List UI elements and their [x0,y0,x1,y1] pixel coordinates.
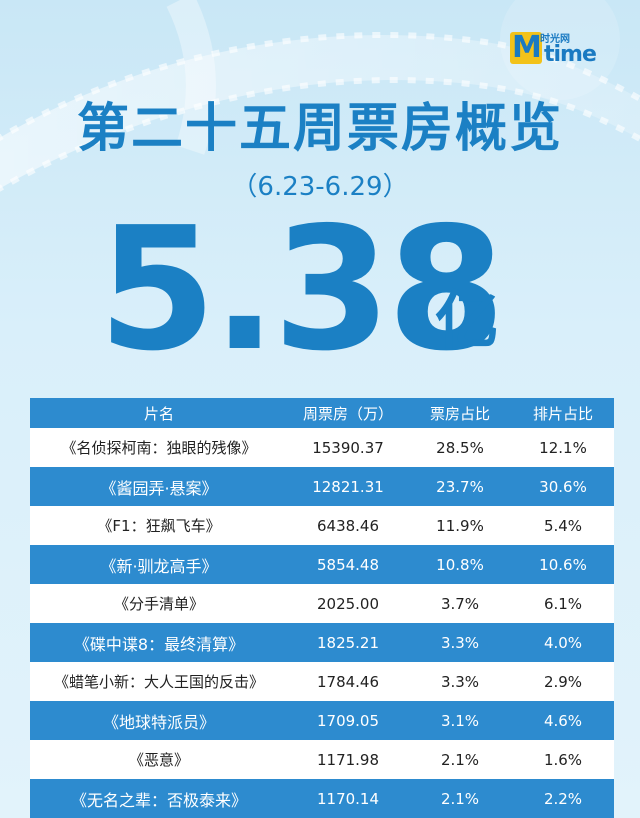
screening-share: 2.2% [512,779,614,818]
screening-share: 5.4% [512,506,614,545]
gross-share: 3.3% [408,662,512,701]
weekly-gross: 15390.37 [288,428,408,467]
gross-share: 3.7% [408,584,512,623]
total-box-office-value: 5.38 [98,191,505,389]
film-name: 《地球特派员》 [30,701,288,740]
weekly-gross: 1171.98 [288,740,408,779]
screening-share: 1.6% [512,740,614,779]
date-range: （6.23-6.29） [231,172,409,202]
total-box-office-unit: 亿 [435,285,499,359]
weekly-gross: 5854.48 [288,545,408,584]
table-row: 《名侦探柯南：独眼的残像》 15390.37 28.5% 12.1% [30,428,614,467]
header-film-name: 片名 [30,398,288,428]
weekly-gross: 1825.21 [288,623,408,662]
table-row: 《F1：狂飙飞车》 6438.46 11.9% 5.4% [30,506,614,545]
screening-share: 30.6% [512,467,614,506]
film-name: 《F1：狂飙飞车》 [30,506,288,545]
header-gross-share: 票房占比 [408,398,512,428]
header-screening-share: 排片占比 [512,398,614,428]
film-name: 《无名之辈：否极泰来》 [30,779,288,818]
weekly-gross: 2025.00 [288,584,408,623]
film-name: 《名侦探柯南：独眼的残像》 [30,428,288,467]
gross-share: 3.1% [408,701,512,740]
screening-share: 12.1% [512,428,614,467]
gross-share: 3.3% [408,623,512,662]
screening-share: 4.6% [512,701,614,740]
screening-share: 4.0% [512,623,614,662]
logo-m-mark [510,30,542,65]
table-row: 《恶意》 1171.98 2.1% 1.6% [30,740,614,779]
film-name: 《酱园弄·悬案》 [30,467,288,506]
box-office-table: 片名 周票房（万） 票房占比 排片占比 《名侦探柯南：独眼的残像》 15390.… [30,398,614,818]
film-name: 《恶意》 [30,740,288,779]
gross-share: 2.1% [408,740,512,779]
table-row: 《蜡笔小新：大人王国的反击》 1784.46 3.3% 2.9% [30,662,614,701]
film-strip-decoration [0,34,640,189]
logo-small-text: 时光网 [540,34,570,45]
table-row: 《碟中谍8：最终清算》 1825.21 3.3% 4.0% [30,623,614,662]
header-weekly-gross: 周票房（万） [288,398,408,428]
mtime-logo: 时光网 time [510,28,610,68]
screening-share: 2.9% [512,662,614,701]
table-row: 《地球特派员》 1709.05 3.1% 4.6% [30,701,614,740]
film-name: 《碟中谍8：最终清算》 [30,623,288,662]
screening-share: 6.1% [512,584,614,623]
film-name: 《新·驯龙高手》 [30,545,288,584]
weekly-gross: 1170.14 [288,779,408,818]
screening-share: 10.6% [512,545,614,584]
logo-brand-text: time [544,42,597,67]
weekly-gross: 12821.31 [288,467,408,506]
table-row: 《新·驯龙高手》 5854.48 10.8% 10.6% [30,545,614,584]
gross-share: 28.5% [408,428,512,467]
weekly-gross: 1709.05 [288,701,408,740]
table-row: 《酱园弄·悬案》 12821.31 23.7% 30.6% [30,467,614,506]
weekly-gross: 1784.46 [288,662,408,701]
gross-share: 10.8% [408,545,512,584]
weekly-gross: 6438.46 [288,506,408,545]
gross-share: 11.9% [408,506,512,545]
gross-share: 2.1% [408,779,512,818]
gross-share: 23.7% [408,467,512,506]
film-name: 《分手清单》 [30,584,288,623]
table-row: 《分手清单》 2025.00 3.7% 6.1% [30,584,614,623]
page-title: 第二十五周票房概览 [76,99,563,159]
table-header-row: 片名 周票房（万） 票房占比 排片占比 [30,398,614,428]
film-name: 《蜡笔小新：大人王国的反击》 [30,662,288,701]
table-row: 《无名之辈：否极泰来》 1170.14 2.1% 2.2% [30,779,614,818]
